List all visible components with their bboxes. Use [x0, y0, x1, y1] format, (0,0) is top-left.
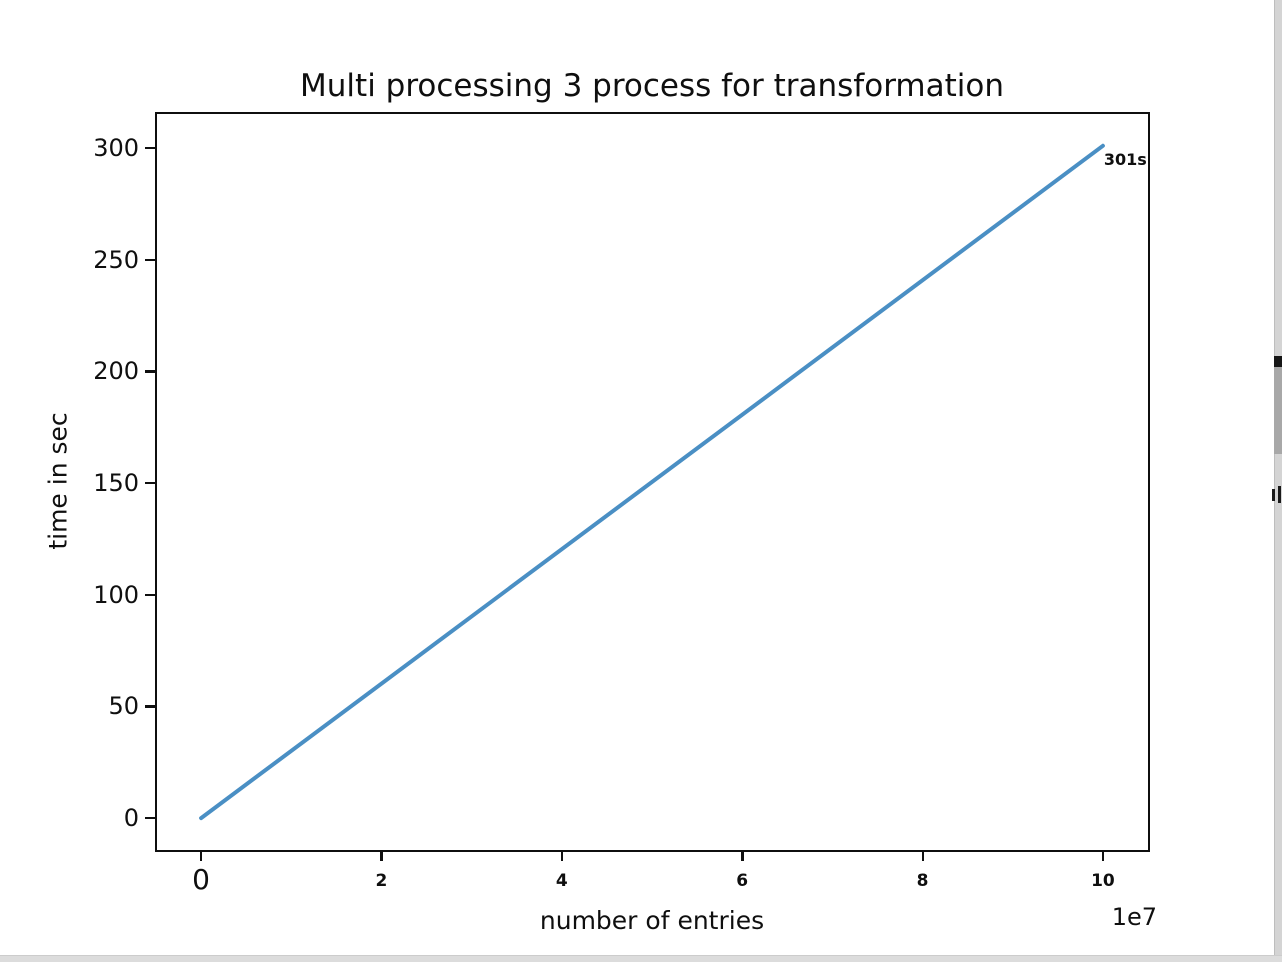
x-tick-mark	[921, 851, 924, 861]
y-tick-label: 250	[93, 245, 139, 274]
y-tick-mark	[145, 705, 155, 708]
x-tick-label: 10	[1091, 871, 1115, 891]
x-tick-mark	[560, 851, 564, 861]
x-tick-label: 4	[555, 871, 568, 891]
y-tick-mark	[145, 370, 155, 373]
y-tick-label: 300	[93, 134, 139, 163]
chart-title: Multi processing 3 process for transform…	[300, 68, 1004, 104]
x-tick-mark	[200, 851, 203, 861]
x-tick-label: 8	[916, 871, 929, 891]
x-tick-mark	[741, 851, 744, 861]
y-tick-label: 200	[93, 357, 139, 386]
plot-area	[155, 112, 1150, 852]
clipped-edge-glyph	[1272, 489, 1275, 501]
x-tick-label: 6	[736, 871, 749, 891]
x-tick-label: 2	[375, 871, 388, 891]
scrollbar-cap-mark	[1274, 356, 1282, 367]
x-axis-offset-text: 1e7	[1111, 903, 1157, 931]
scrollbar-track[interactable]	[1274, 0, 1282, 962]
y-tick-label: 50	[108, 692, 139, 721]
endpoint-annotation: 301s	[1103, 149, 1147, 169]
x-tick-label: 0	[192, 863, 210, 896]
y-tick-mark	[145, 817, 155, 820]
y-tick-mark	[145, 593, 155, 597]
clipped-edge-glyph	[1278, 486, 1281, 503]
y-tick-label: 150	[93, 469, 139, 498]
y-tick-mark	[145, 258, 155, 262]
y-tick-mark	[145, 147, 155, 150]
y-tick-label: 0	[123, 804, 139, 833]
x-tick-mark	[380, 851, 383, 861]
y-tick-mark	[145, 482, 155, 485]
scrollbar-thumb[interactable]	[1274, 366, 1282, 454]
window-bottom-bar	[0, 955, 1282, 962]
x-axis-label: number of entries	[539, 906, 765, 935]
x-tick-mark	[1101, 851, 1105, 861]
y-tick-label: 100	[93, 580, 139, 609]
